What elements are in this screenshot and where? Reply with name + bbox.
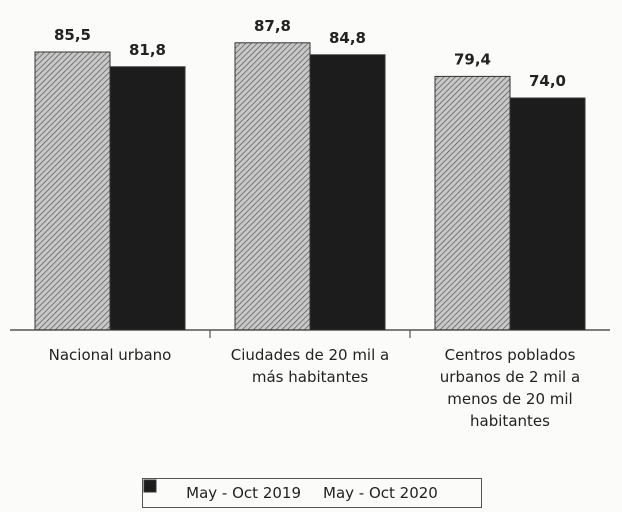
legend-item: May - Oct 2020 [143, 479, 438, 502]
x-tick-label: Centros poblados urbanos de 2 mil a meno… [439, 346, 581, 430]
data-label: 79,4 [454, 50, 491, 68]
data-label: 85,5 [54, 26, 91, 44]
bar [434, 75, 511, 331]
swatch [143, 479, 157, 493]
legend: May - Oct 2019 May - Oct 2020 [142, 478, 482, 508]
legend-item: May - Oct 2019 [143, 479, 301, 502]
chart: 85,5 81,8 87,8 84,8 79,4 74,0 [10, 17, 610, 338]
data-label: 87,8 [254, 17, 291, 35]
legend-label: May - Oct 2019 [186, 484, 301, 502]
bar [34, 51, 111, 331]
data-label: 81,8 [129, 41, 166, 59]
legend-label: May - Oct 2020 [323, 484, 438, 502]
bar [309, 54, 386, 331]
data-label: 84,8 [329, 29, 366, 47]
x-tick-label: Ciudades de 20 mil a más habitantes [230, 346, 390, 386]
legend-swatch [143, 479, 157, 493]
bar [109, 66, 186, 331]
bar [509, 97, 586, 331]
bar [234, 42, 311, 331]
x-tick-label: Nacional urbano [48, 346, 172, 364]
data-label: 74,0 [529, 72, 566, 90]
